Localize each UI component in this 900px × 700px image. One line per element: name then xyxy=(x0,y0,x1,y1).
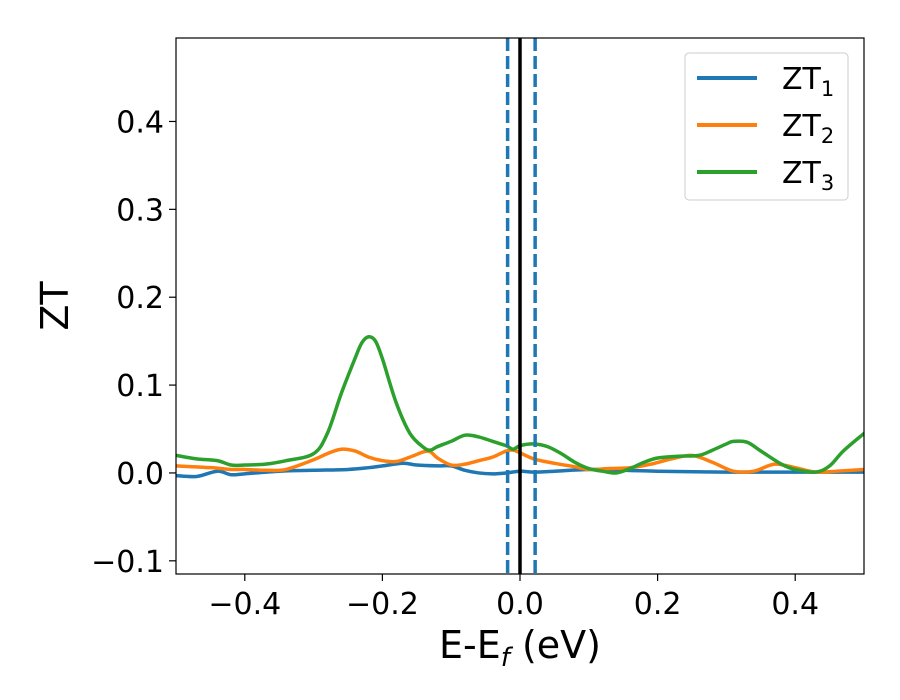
y-tick-label: 0.1 xyxy=(116,369,164,404)
x-tick-label: 0.4 xyxy=(771,587,819,622)
x-tick-label: 0.2 xyxy=(634,587,682,622)
y-tick-label: 0.4 xyxy=(116,105,164,140)
x-tick-label: 0.0 xyxy=(496,587,544,622)
legend-label-zt2: ZT2 xyxy=(782,109,834,148)
series-line-zt3 xyxy=(176,334,864,475)
vline-layer xyxy=(505,38,537,574)
series-layer xyxy=(176,334,864,479)
y-ticks: −0.1 0.0 0.1 0.2 0.3 0.4 xyxy=(91,105,176,580)
legend-label-zt1: ZT1 xyxy=(782,62,834,101)
y-tick-label: 0.3 xyxy=(116,193,164,228)
legend: ZT1 ZT2 ZT3 xyxy=(684,52,849,201)
legend-label-zt3: ZT3 xyxy=(782,156,834,195)
y-axis-label: ZT xyxy=(33,281,77,331)
y-tick-label: −0.1 xyxy=(91,545,164,580)
legend-box xyxy=(684,52,849,201)
x-tick-label: −0.4 xyxy=(208,587,281,622)
series-line-zt2 xyxy=(176,447,864,474)
y-tick-label: 0.0 xyxy=(116,457,164,492)
x-axis-label: E-Ef (eV) xyxy=(439,623,601,673)
y-tick-label: 0.2 xyxy=(116,281,164,316)
x-ticks: −0.4 −0.2 0.0 0.2 0.4 xyxy=(208,574,819,622)
x-tick-label: −0.2 xyxy=(346,587,419,622)
